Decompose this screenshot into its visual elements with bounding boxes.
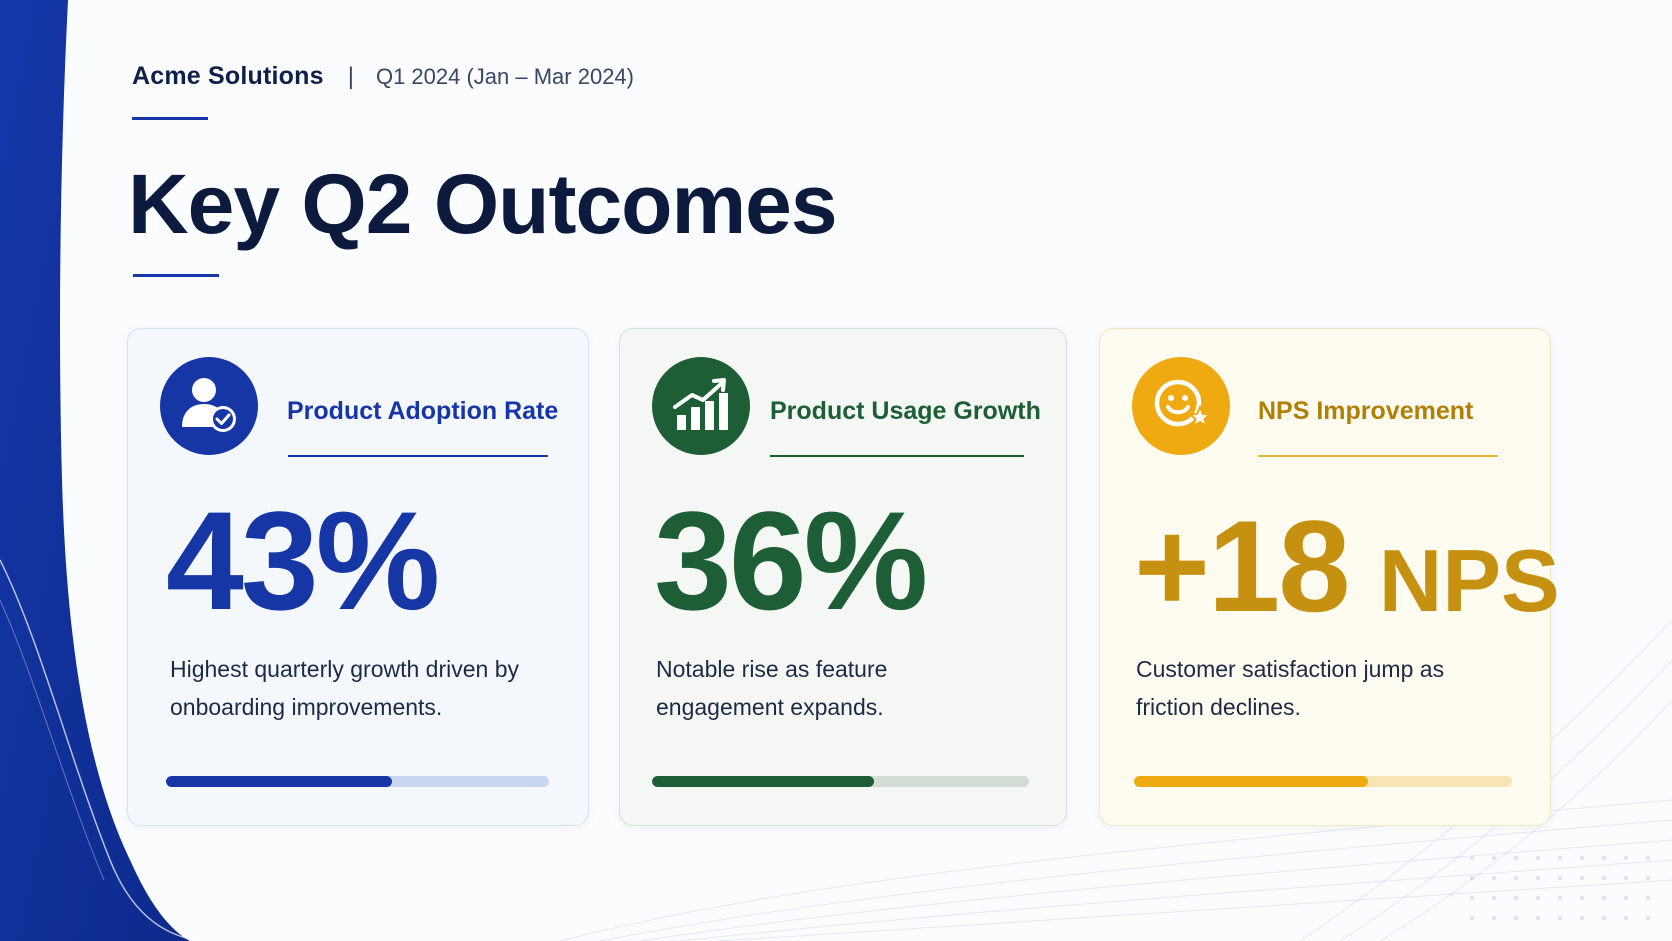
card-product-usage-growth: Product Usage Growth 36% Notable rise as… <box>619 328 1067 826</box>
metric-unit: NPS <box>1378 531 1560 630</box>
progress-fill <box>652 776 875 787</box>
progress-fill <box>166 776 392 787</box>
card-label: NPS Improvement <box>1258 397 1474 425</box>
metric-description: Highest quarterly growth driven by onboa… <box>170 656 519 720</box>
slide-header: Acme Solutions | Q1 2024 (Jan – Mar 2024… <box>132 62 634 91</box>
bar-chart-trend-icon <box>652 357 750 455</box>
progress-bar <box>166 776 549 787</box>
company-name: Acme Solutions <box>132 62 324 90</box>
progress-bar <box>652 776 1029 787</box>
card-label: Product Usage Growth <box>770 397 1041 425</box>
user-check-icon <box>160 357 258 455</box>
metric-value: 43% <box>166 482 440 639</box>
label-underline <box>1258 455 1498 457</box>
card-label: Product Adoption Rate <box>287 397 559 425</box>
smiley-star-icon <box>1132 357 1230 455</box>
progress-bar <box>1134 776 1512 787</box>
metric-number: +18 <box>1134 493 1351 639</box>
reporting-period: Q1 2024 (Jan – Mar 2024) <box>375 63 634 89</box>
card-nps-improvement: NPS Improvement +18 NPS Customer satisfa… <box>1099 328 1560 826</box>
card-product-adoption-rate: Product Adoption Rate 43% Highest quarte… <box>127 328 589 826</box>
metric-value: +18 NPS <box>1134 501 1560 631</box>
metric-description: Customer satisfaction jump as friction d… <box>1136 656 1445 720</box>
header-underline <box>132 117 208 120</box>
label-underline <box>770 455 1024 457</box>
label-underline <box>288 455 548 457</box>
progress-fill <box>1134 776 1369 787</box>
title-underline <box>133 274 219 277</box>
page-title: Key Q2 Outcomes <box>128 157 838 251</box>
header-separator: | <box>347 62 354 90</box>
metric-description: Notable rise as feature engagement expan… <box>656 656 888 720</box>
metric-value: 36% <box>654 482 928 639</box>
